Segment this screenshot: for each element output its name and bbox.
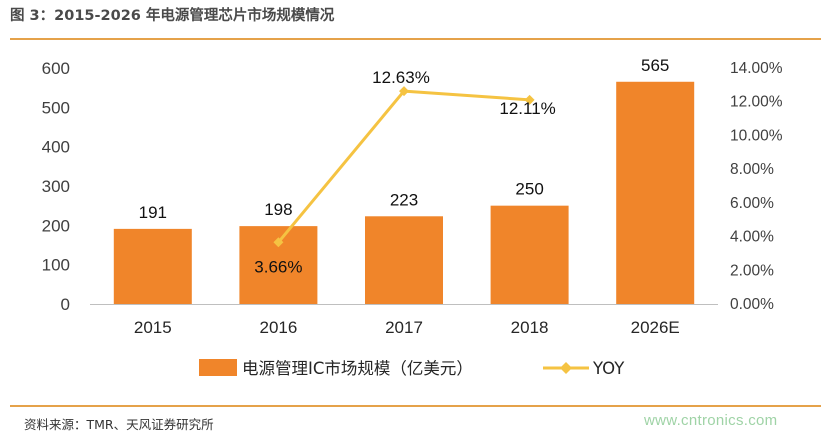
bar-data-label: 565 [641,56,669,75]
bar-data-label: 250 [515,180,543,199]
yoy-data-label: 12.63% [372,68,430,87]
y2-tick-label: 6.00% [730,195,774,212]
y2-tick-label: 2.00% [730,262,774,279]
bar [616,81,695,305]
y-tick-label: 200 [42,216,70,235]
yoy-marker [524,94,535,105]
yoy-data-label: 3.66% [254,257,302,276]
x-tick-label: 2018 [511,318,549,337]
source-note: 资料来源：TMR、天风证券研究所 [24,417,214,432]
watermark: www.cntronics.com [644,412,778,429]
legend-swatch-marker [560,362,572,374]
y2-tick-label: 4.00% [730,229,774,246]
y2-tick-label: 14.00% [730,60,783,77]
y-tick-label: 100 [42,256,70,275]
bar [365,216,443,304]
y-tick-label: 500 [42,98,70,117]
y2-tick-label: 0.00% [730,296,774,313]
x-tick-label: 2026E [631,318,680,337]
bar-data-label: 191 [139,203,167,222]
x-tick-label: 2016 [259,318,297,337]
yoy-marker [399,86,409,97]
y-tick-label: 600 [42,59,70,78]
title-divider [10,38,821,40]
chart-title: 图 3：2015-2026 年电源管理芯片市场规模情况 [10,8,335,24]
bar-data-label: 223 [390,190,418,209]
x-tick-label: 2017 [385,318,423,337]
bar-data-label: 198 [264,200,292,219]
y-tick-label: 300 [42,177,70,196]
y-tick-label: 0 [61,295,70,314]
legend-swatch-bar [199,359,237,376]
yoy-data-label: 12.11% [499,99,555,118]
legend-label-bar: 电源管理IC市场规模（亿美元） [242,359,473,378]
bar [490,205,569,304]
y2-tick-label: 8.00% [730,161,774,178]
yoy-marker [273,237,284,248]
y2-tick-label: 10.00% [730,127,783,144]
y2-tick-label: 12.00% [730,94,783,111]
source-divider [10,405,821,407]
y-tick-label: 400 [42,138,70,157]
bar [113,228,192,304]
legend-label-line: YOY [592,359,625,378]
x-tick-label: 2015 [134,318,172,337]
